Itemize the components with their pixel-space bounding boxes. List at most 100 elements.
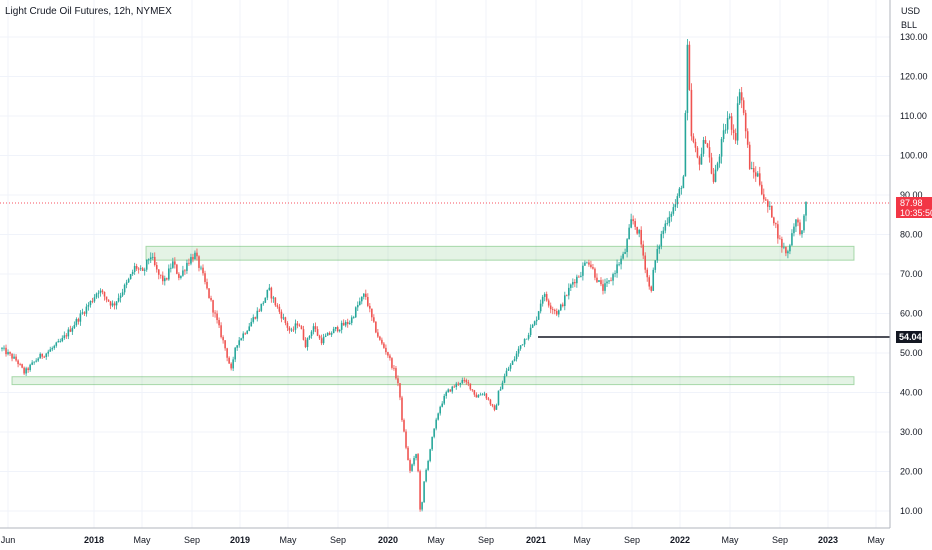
candle-body — [292, 329, 295, 331]
candle-body — [620, 258, 622, 265]
candle-body — [708, 147, 711, 158]
candle-body — [676, 196, 679, 205]
candle-body — [487, 398, 490, 400]
candle-body — [39, 353, 41, 359]
candle-body — [576, 276, 578, 284]
candle-body — [350, 317, 353, 323]
candle-body — [186, 262, 188, 271]
annotation-value: 54.04 — [899, 332, 922, 343]
x-tick-label: May — [867, 535, 885, 545]
candle-body — [101, 290, 104, 293]
candle-body — [769, 205, 771, 207]
candle-body — [415, 454, 417, 459]
candle-body — [234, 347, 236, 360]
candle-body — [246, 330, 249, 334]
candle-body — [371, 308, 373, 318]
candle-body — [561, 304, 564, 307]
candle-body — [485, 393, 488, 399]
candle-body — [656, 249, 659, 261]
candle-body — [433, 428, 435, 437]
candle-body — [375, 321, 377, 333]
candle-body — [549, 305, 552, 310]
candle-body — [594, 268, 596, 278]
candle-body — [756, 173, 759, 177]
candle-body — [290, 329, 293, 331]
candle-body — [473, 390, 476, 395]
candle-body — [642, 244, 644, 256]
candle-body — [469, 383, 472, 390]
candle-body — [666, 223, 669, 224]
candle-body — [574, 282, 576, 284]
candle-body — [509, 364, 512, 369]
candle-body — [449, 389, 452, 392]
unit-currency: USD — [901, 6, 921, 16]
candle-body — [425, 469, 427, 482]
candle-body — [326, 332, 329, 336]
lower-support-zone[interactable] — [11, 376, 855, 386]
candle-body — [282, 317, 285, 319]
candle-body — [742, 100, 745, 113]
candle-body — [765, 199, 767, 201]
x-tick-label: 2019 — [230, 535, 250, 545]
candle-body — [616, 264, 618, 274]
upper-resistance-zone[interactable] — [145, 245, 855, 261]
candle-body — [184, 270, 186, 272]
candle-body — [664, 223, 667, 231]
y-tick-label: 130.00 — [900, 32, 928, 42]
candle-body — [222, 337, 224, 341]
candle-body — [224, 340, 226, 349]
candle-body — [497, 390, 500, 405]
candle-body — [801, 230, 803, 235]
candle-body — [515, 353, 518, 360]
candle-body — [724, 129, 727, 131]
candle-body — [437, 413, 439, 420]
candle-body — [113, 303, 116, 306]
candle-body — [367, 297, 369, 306]
candle-body — [218, 320, 220, 326]
candle-body — [264, 297, 267, 303]
candle-body — [543, 294, 546, 297]
candle-body — [377, 332, 379, 337]
candle-body — [686, 44, 689, 114]
candle-body — [712, 173, 715, 182]
candle-body — [728, 116, 731, 119]
candle-body — [256, 310, 259, 319]
candle-body — [5, 347, 7, 355]
candle-body — [431, 436, 433, 450]
candle-body — [115, 301, 118, 306]
candle-body — [178, 273, 180, 278]
candle-body — [212, 300, 214, 313]
candle-body — [652, 269, 655, 291]
candle-body — [690, 89, 693, 137]
candle-body — [162, 275, 164, 282]
candle-body — [618, 264, 620, 266]
zones — [11, 245, 855, 386]
candle-body — [226, 348, 228, 358]
candle-body — [678, 188, 681, 197]
candle-body — [634, 221, 636, 227]
candle-body — [787, 251, 789, 254]
candle-body — [248, 326, 251, 331]
candle-body — [481, 394, 484, 396]
candle-body — [180, 275, 182, 278]
candle-body — [718, 156, 721, 164]
candle-body — [393, 367, 395, 369]
candle-body — [387, 352, 389, 356]
candle-body — [795, 219, 797, 227]
candle-body — [168, 268, 170, 280]
candle-body — [369, 305, 371, 309]
candle-body — [41, 353, 43, 357]
candle-body — [21, 364, 23, 368]
candle-body — [588, 262, 590, 265]
candle-body — [53, 345, 56, 349]
candle-body — [210, 297, 212, 301]
candle-body — [499, 389, 502, 391]
candle-body — [340, 322, 343, 330]
candle-body — [330, 333, 333, 335]
candle-body — [268, 287, 271, 290]
candle-body — [276, 305, 279, 307]
candle-body — [344, 322, 347, 326]
unit-measure: BLL — [901, 20, 918, 30]
candle-body — [441, 403, 443, 407]
